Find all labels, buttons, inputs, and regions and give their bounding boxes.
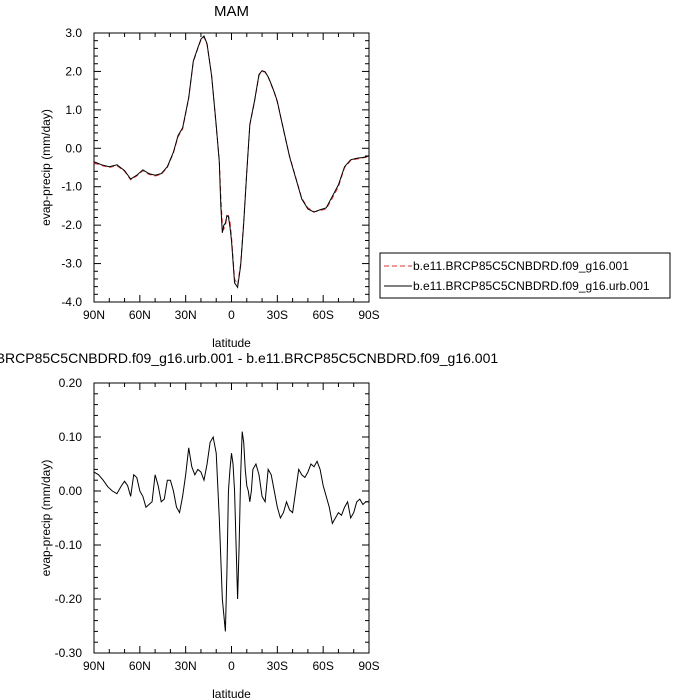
- y-tick-label: -1.0: [61, 180, 82, 194]
- x-tick-label: 30N: [175, 659, 197, 673]
- top-y-axis-label: evap-precip (mm/day): [39, 109, 53, 226]
- bottom-x-axis-label: latitude: [212, 687, 251, 700]
- bottom-series-lines: [93, 431, 369, 632]
- bottom-y-axis-label: evap-precip (mm/day): [39, 460, 53, 577]
- top-chart-title: MAM: [214, 3, 249, 20]
- series-line-0: [93, 35, 370, 287]
- bottom-chart-title: b.e11.BRCP85C5CNBDRD.f09_g16.urb.001 - b…: [0, 350, 498, 366]
- x-tick-label: 0: [228, 308, 235, 322]
- y-tick-label: -4.0: [61, 295, 82, 309]
- x-tick-label: 90S: [358, 659, 379, 673]
- x-tick-label: 30S: [267, 659, 288, 673]
- bottom-axis-ticks: [93, 382, 370, 654]
- y-tick-label: -3.0: [61, 257, 82, 271]
- top-axis-ticks: [93, 32, 370, 303]
- legend-label-urban: b.e11.BRCP85C5CNBDRD.f09_g16.urb.001: [413, 279, 650, 293]
- y-tick-label: -2.0: [61, 218, 82, 232]
- legend-box: [379, 252, 671, 299]
- top-plot-frame: [93, 32, 370, 303]
- y-tick-label: 1.0: [65, 103, 82, 117]
- x-tick-label: 60S: [312, 308, 333, 322]
- bottom-panel: 90N 60N 30N 0 30S 60S 90S -0.30 -0.20 -0.10 0.00 0…: [0, 350, 498, 700]
- y-tick-label: 0.00: [59, 484, 83, 498]
- top-x-axis-label: latitude: [212, 336, 251, 350]
- top-series-lines: [93, 35, 370, 289]
- y-tick-label: 3.0: [65, 26, 82, 40]
- x-tick-label: 30N: [175, 308, 197, 322]
- y-tick-label: 0.10: [59, 430, 83, 444]
- legend: b.e11.BRCP85C5CNBDRD.f09_g16.001 b.e11.B…: [379, 252, 671, 299]
- series-line-1: [93, 35, 370, 289]
- top-panel: 90N 60N 30N 0 30S 60S 90S -4.0 -3.0 -2.0 -1.0 0.0 1…: [39, 3, 380, 350]
- y-tick-label: 2.0: [65, 64, 82, 78]
- x-tick-label: 90N: [83, 308, 105, 322]
- x-tick-label: 90S: [358, 308, 379, 322]
- x-tick-label: 60N: [129, 659, 151, 673]
- x-tick-label: 90N: [83, 659, 105, 673]
- x-tick-label: 0: [228, 659, 235, 673]
- bottom-x-tick-labels: 90N 60N 30N 0 30S 60S 90S: [83, 659, 380, 673]
- top-x-tick-labels: 90N 60N 30N 0 30S 60S 90S: [83, 308, 380, 322]
- y-tick-label: -0.20: [55, 592, 83, 606]
- bottom-y-tick-labels: -0.30 -0.20 -0.10 0.00 0.10 0.20: [55, 376, 83, 660]
- series-line-0: [93, 431, 369, 632]
- y-tick-label: 0.20: [59, 376, 83, 390]
- legend-label-control: b.e11.BRCP85C5CNBDRD.f09_g16.001: [413, 259, 629, 273]
- y-tick-label: -0.10: [55, 538, 83, 552]
- x-tick-label: 60S: [312, 659, 333, 673]
- x-tick-label: 30S: [267, 308, 288, 322]
- y-tick-label: -0.30: [55, 646, 83, 660]
- x-tick-label: 60N: [129, 308, 151, 322]
- y-tick-label: 0.0: [65, 141, 82, 155]
- top-y-tick-labels: -4.0 -3.0 -2.0 -1.0 0.0 1.0 2.0 3.0: [61, 26, 82, 309]
- bottom-plot-frame: [93, 382, 370, 654]
